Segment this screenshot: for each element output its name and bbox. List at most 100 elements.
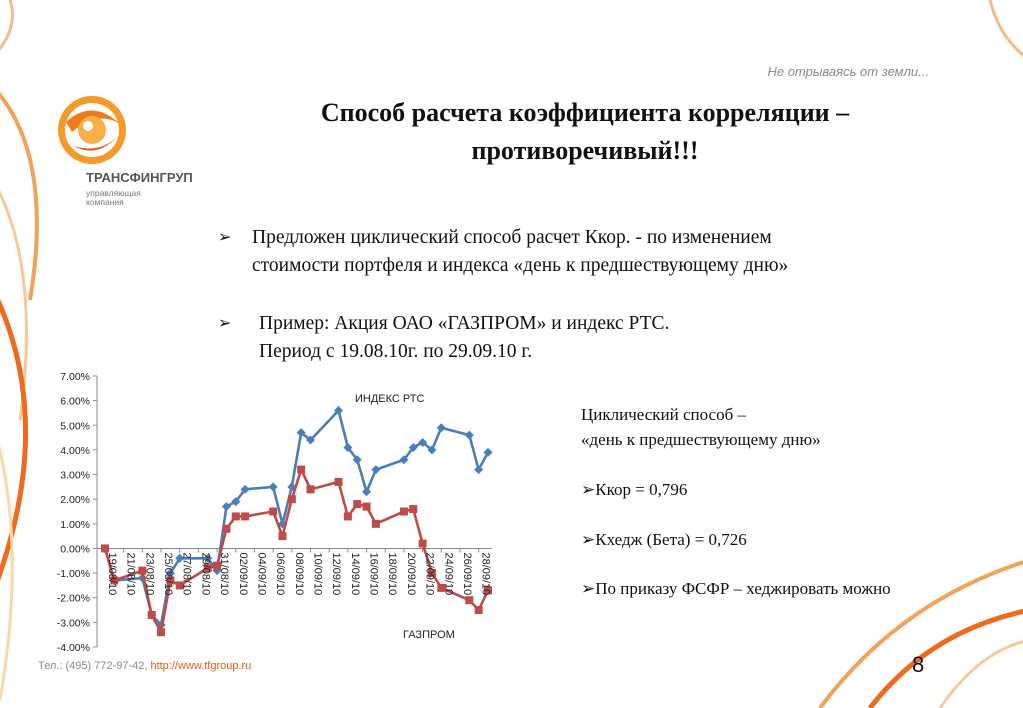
method-heading: Циклический способ – bbox=[581, 405, 746, 424]
x-tick-label: 10/09/10 bbox=[312, 552, 324, 595]
data-point-rts bbox=[371, 465, 381, 475]
data-point-gazprom bbox=[343, 512, 352, 521]
data-point-rts bbox=[362, 487, 372, 497]
x-tick-label: 08/09/10 bbox=[293, 552, 305, 595]
x-tick-label: 24/09/10 bbox=[442, 552, 454, 595]
data-point-rts bbox=[221, 502, 231, 512]
data-point-rts bbox=[231, 497, 241, 507]
data-point-rts bbox=[474, 465, 484, 475]
data-point-gazprom bbox=[334, 477, 343, 486]
slide-title: Способ расчета коэффициента корреляции –… bbox=[230, 94, 940, 170]
data-point-rts bbox=[165, 568, 175, 578]
footer-phone: Тел.: (495) 772-97-42, bbox=[38, 660, 148, 672]
y-tick-label: 5.00% bbox=[60, 420, 90, 432]
arrow-bullet-icon: ➢ bbox=[218, 315, 232, 332]
data-point-gazprom bbox=[371, 519, 380, 528]
y-tick-label: -1.00% bbox=[57, 568, 90, 580]
logo-subtitle: управляющая компания bbox=[86, 189, 156, 207]
x-tick-label: 12/09/10 bbox=[330, 552, 342, 595]
data-point-gazprom bbox=[399, 507, 408, 516]
x-tick-label: 14/09/10 bbox=[349, 552, 361, 595]
bullet-text: Предложен циклический способ расчет Ккор… bbox=[252, 227, 772, 248]
data-point-rts bbox=[352, 455, 362, 465]
arrow-bullet-icon: ➢ bbox=[218, 229, 232, 246]
data-point-gazprom bbox=[287, 495, 296, 504]
y-tick-label: -3.00% bbox=[57, 617, 90, 629]
data-point-rts bbox=[268, 482, 278, 492]
x-tick-label: 28/09/10 bbox=[480, 552, 492, 595]
data-point-gazprom bbox=[409, 505, 418, 514]
data-point-rts bbox=[408, 442, 418, 452]
y-tick-label: 0.00% bbox=[60, 543, 90, 555]
logo-company-name: ТРАНСФИНГРУП bbox=[86, 170, 193, 185]
kkor-value: ➢Ккор = 0,796 bbox=[581, 480, 688, 499]
y-tick-label: 3.00% bbox=[60, 470, 90, 482]
data-point-gazprom bbox=[297, 465, 306, 474]
data-point-gazprom bbox=[362, 502, 371, 511]
y-tick-label: 6.00% bbox=[60, 396, 90, 408]
data-point-rts bbox=[483, 447, 493, 457]
data-point-rts bbox=[175, 553, 185, 563]
data-point-gazprom bbox=[269, 507, 278, 516]
x-tick-label: 31/08/10 bbox=[218, 552, 230, 595]
x-tick-label: 27/08/10 bbox=[181, 552, 193, 595]
data-point-gazprom bbox=[213, 561, 222, 570]
data-point-gazprom bbox=[203, 564, 212, 573]
data-point-gazprom bbox=[231, 512, 240, 521]
data-point-gazprom bbox=[437, 583, 446, 592]
data-point-gazprom bbox=[427, 569, 436, 578]
data-point-rts bbox=[436, 423, 446, 433]
x-tick-label: 02/09/10 bbox=[237, 552, 249, 595]
y-tick-label: 2.00% bbox=[60, 494, 90, 506]
footer-website-link[interactable]: http://www.tfgroup.ru bbox=[150, 660, 252, 672]
tagline: Не отрываясь от земли... bbox=[767, 64, 929, 79]
data-point-rts bbox=[427, 445, 437, 455]
data-point-gazprom bbox=[353, 500, 362, 509]
data-point-gazprom bbox=[157, 628, 166, 637]
method-subheading: «день к предшествующему дню» bbox=[581, 430, 821, 449]
y-tick-label: 7.00% bbox=[60, 371, 90, 383]
x-tick-label: 22/09/10 bbox=[424, 552, 436, 595]
y-tick-label: 4.00% bbox=[60, 445, 90, 457]
x-tick-label: 04/09/10 bbox=[255, 552, 267, 595]
x-tick-label: 25/08/10 bbox=[162, 552, 174, 595]
footer-contacts: Тел.: (495) 772-97-42, http://www.tfgrou… bbox=[38, 660, 251, 672]
x-tick-label: 21/08/10 bbox=[125, 552, 137, 595]
data-point-rts bbox=[203, 553, 213, 563]
data-point-gazprom bbox=[465, 596, 474, 605]
logo-subtitle-line: компания bbox=[86, 197, 124, 207]
data-point-gazprom bbox=[166, 576, 175, 585]
data-point-gazprom bbox=[474, 606, 483, 615]
data-point-gazprom bbox=[484, 586, 492, 595]
data-point-gazprom bbox=[101, 544, 109, 553]
page-number: 8 bbox=[912, 652, 925, 677]
data-point-gazprom bbox=[222, 524, 231, 533]
data-point-rts bbox=[296, 428, 306, 438]
fsfr-note: ➢По приказу ФСФР – хеджировать можно bbox=[581, 579, 891, 598]
x-tick-label: 26/09/10 bbox=[461, 552, 473, 595]
data-point-gazprom bbox=[147, 610, 156, 619]
x-tick-label: 18/09/10 bbox=[386, 552, 398, 595]
x-tick-label: 20/09/10 bbox=[405, 552, 417, 595]
bullet-text: стоимости портфеля и индекса «день к пре… bbox=[252, 255, 789, 276]
data-point-gazprom bbox=[110, 576, 119, 585]
data-point-gazprom bbox=[241, 512, 250, 521]
data-point-gazprom bbox=[306, 485, 315, 494]
data-point-rts bbox=[334, 405, 344, 415]
series-line-gazprom bbox=[103, 468, 490, 634]
data-point-gazprom bbox=[418, 539, 427, 548]
khedge-value: ➢Кхедж (Бета) = 0,726 bbox=[581, 530, 747, 549]
y-tick-label: 1.00% bbox=[60, 519, 90, 531]
x-tick-label: 06/09/10 bbox=[274, 552, 286, 595]
logo-subtitle-line: управляющая bbox=[86, 188, 141, 198]
data-point-rts bbox=[343, 442, 353, 452]
slide-title-line: противоречивый!!! bbox=[471, 136, 699, 165]
y-tick-label: -2.00% bbox=[57, 593, 90, 605]
series-label-rts: ИНДЕКС РТС bbox=[355, 393, 424, 405]
data-point-gazprom bbox=[175, 581, 184, 590]
y-tick-label: -4.00% bbox=[57, 642, 90, 654]
bullet-text: Пример: Акция ОАО «ГАЗПРОМ» и индекс РТС… bbox=[259, 313, 670, 334]
series-label-gazprom: ГАЗПРОМ bbox=[403, 629, 455, 641]
x-tick-label: 16/09/10 bbox=[368, 552, 380, 595]
